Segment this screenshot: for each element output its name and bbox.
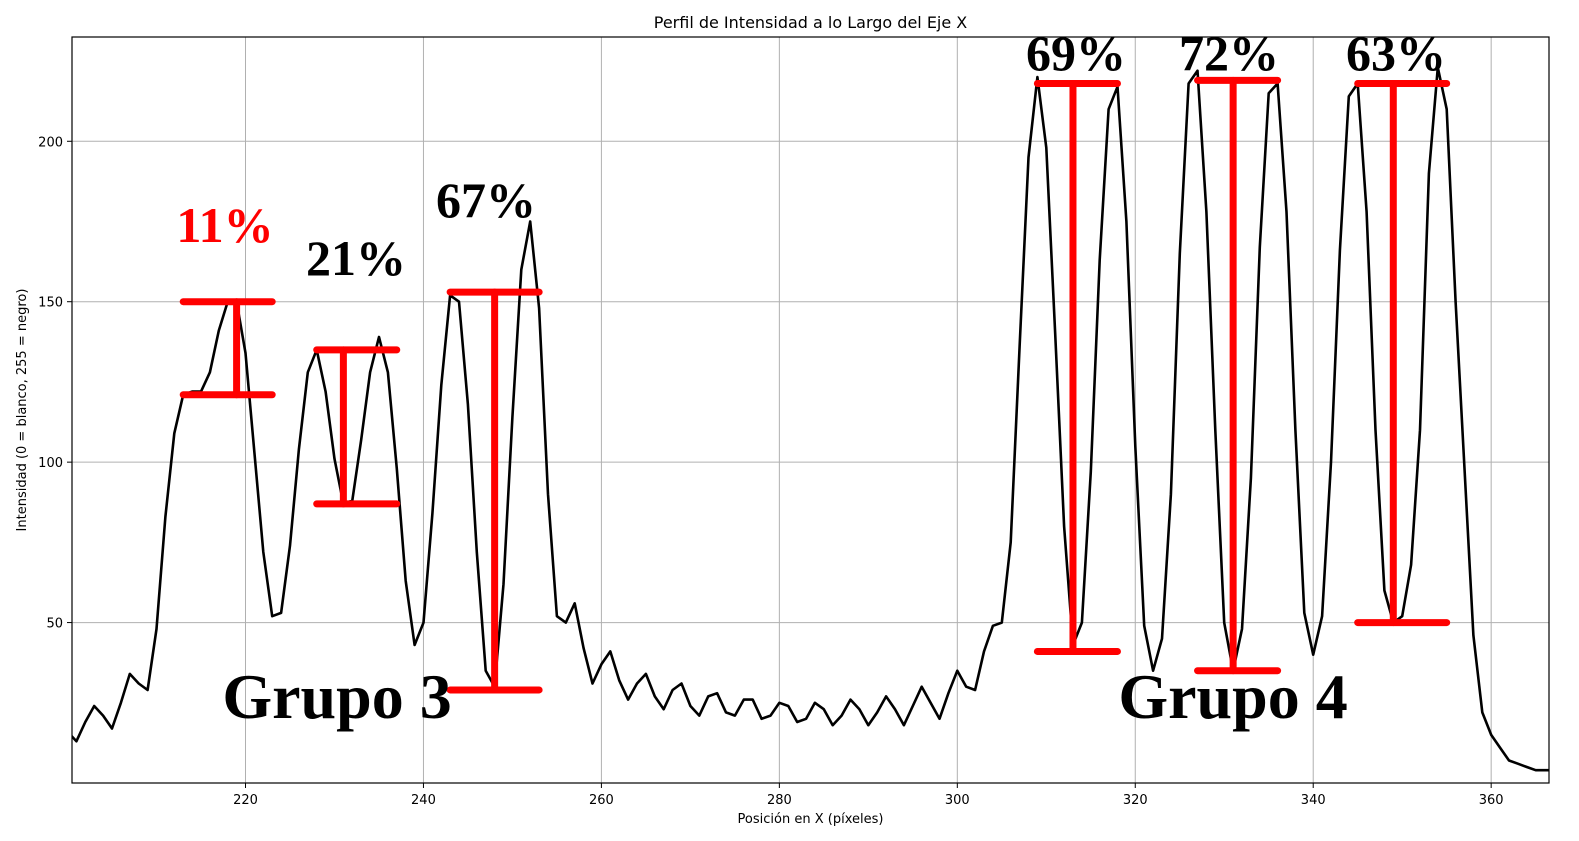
chart-title: Perfil de Intensidad a lo Largo del Eje … — [654, 13, 968, 32]
grid — [72, 37, 1549, 783]
group-label: Grupo 4 — [1118, 661, 1347, 732]
intensity-profile-line — [72, 66, 1549, 772]
percentage-label: 21% — [306, 230, 406, 286]
y-tick-label: 100 — [38, 456, 63, 471]
plot-area — [72, 66, 1549, 772]
contrast-measurement — [1194, 76, 1282, 675]
x-tick-label: 280 — [767, 793, 792, 808]
axes-frame — [71, 36, 1550, 784]
x-tick-label: 340 — [1301, 793, 1326, 808]
x-axis-label: Posición en X (píxeles) — [738, 812, 884, 827]
percentage-label: 67% — [436, 172, 536, 228]
percentage-label: 69% — [1026, 25, 1126, 81]
annotations: 11% 21% 67% 69% 72% 63% Grupo 3 Grupo 4 — [176, 25, 1446, 732]
x-tick-label: 300 — [945, 793, 970, 808]
measurement-markers — [179, 76, 1451, 694]
x-tick-label: 320 — [1123, 793, 1148, 808]
x-tick-label: 220 — [233, 793, 258, 808]
x-tick-label: 240 — [411, 793, 436, 808]
percentage-label: 63% — [1346, 25, 1446, 81]
percentage-label: 11% — [176, 197, 273, 253]
contrast-measurement — [313, 346, 401, 508]
y-tick-label: 50 — [46, 617, 63, 632]
x-tick-label: 360 — [1479, 793, 1504, 808]
axis-ticks: 220 240 260 280 300 320 340 360 50 100 150 200 — [38, 135, 1503, 808]
y-tick-label: 200 — [38, 135, 63, 150]
contrast-measurement — [446, 288, 543, 694]
contrast-measurement — [1354, 80, 1451, 627]
x-tick-label: 260 — [589, 793, 614, 808]
y-axis-label: Intensidad (0 = blanco, 255 = negro) — [15, 289, 30, 532]
percentage-label: 72% — [1179, 25, 1279, 81]
group-label: Grupo 3 — [222, 661, 451, 732]
contrast-measurement — [179, 298, 276, 399]
contrast-measurement — [1033, 80, 1121, 655]
y-tick-label: 150 — [38, 296, 63, 311]
